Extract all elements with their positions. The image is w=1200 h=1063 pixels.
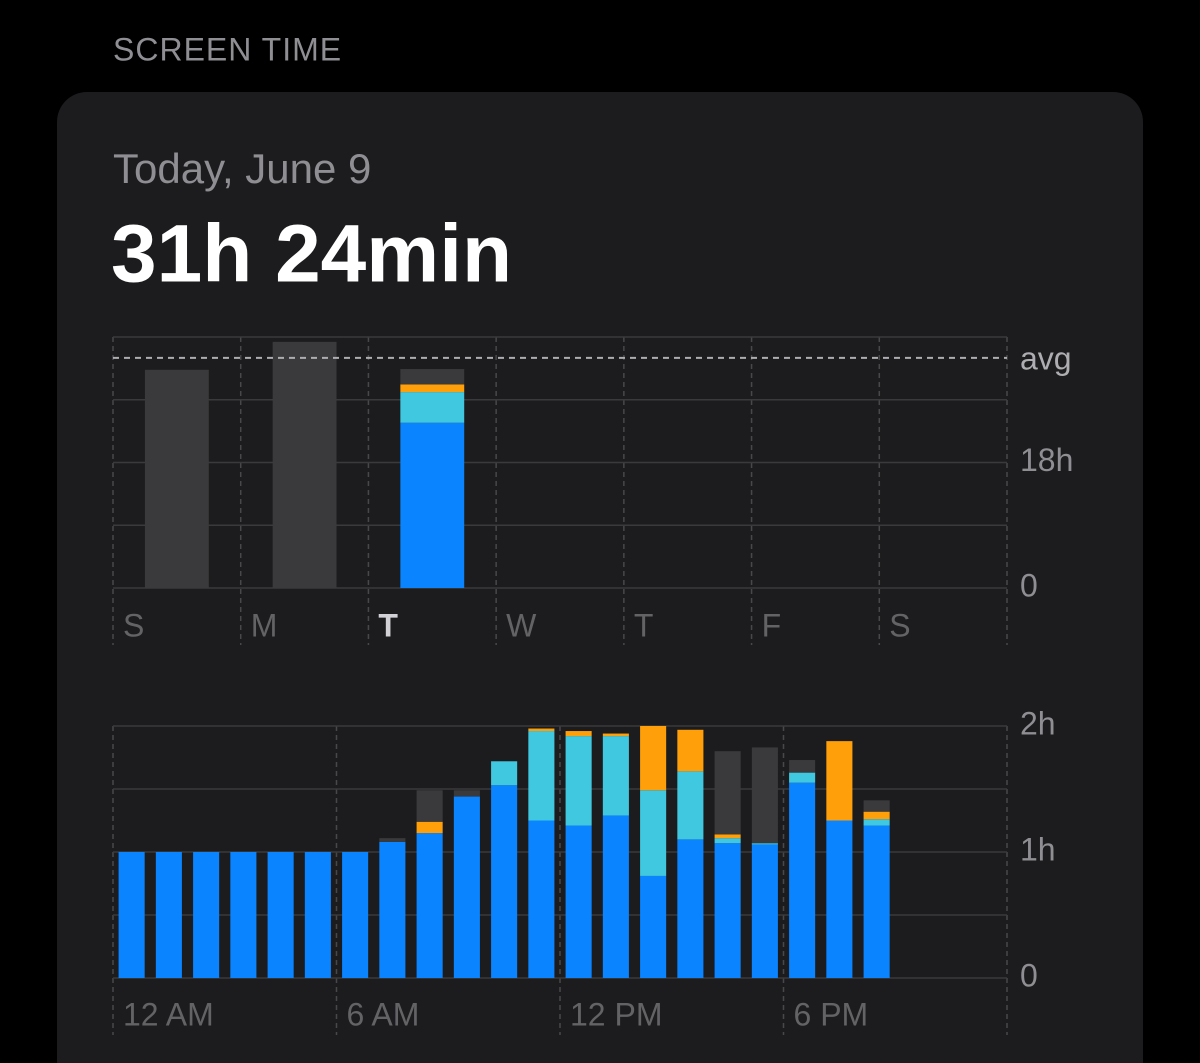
bar-segment	[342, 852, 369, 978]
bar-segment	[714, 838, 741, 844]
bar-segment	[565, 825, 592, 978]
bar-segment	[863, 811, 890, 820]
bar-segment	[863, 800, 890, 812]
x-tick-label: W	[506, 607, 537, 643]
x-tick-label: 12 PM	[570, 996, 662, 1032]
bar-segment	[416, 790, 443, 822]
bar-segment	[528, 728, 555, 732]
section-title: SCREEN TIME	[113, 31, 342, 67]
bar-segment	[640, 875, 667, 978]
bar-segment	[640, 790, 667, 876]
bar-segment	[118, 852, 145, 978]
bar-segment	[453, 796, 480, 978]
bar-segment	[714, 834, 741, 839]
bar-segment	[193, 852, 220, 978]
y-tick-label: 18h	[1020, 442, 1073, 478]
bar-segment	[491, 785, 518, 978]
x-tick-label: F	[762, 607, 782, 643]
bar-segment	[789, 760, 816, 773]
x-tick-label: 6 PM	[794, 996, 869, 1032]
bar-segment	[272, 341, 337, 588]
y-tick-label: 0	[1020, 957, 1038, 993]
bar-segment	[751, 747, 778, 844]
bar-segment	[602, 736, 629, 816]
bar-segment	[491, 761, 518, 786]
y-tick-label: 0	[1020, 567, 1038, 603]
x-tick-label: 6 AM	[347, 996, 420, 1032]
y-tick-label: 1h	[1020, 831, 1056, 867]
y-tick-label: 2h	[1020, 705, 1056, 741]
x-tick-label: S	[123, 607, 144, 643]
bar-segment	[714, 843, 741, 978]
bar-segment	[602, 815, 629, 978]
bar-segment	[565, 736, 592, 826]
bar-segment	[400, 369, 465, 385]
bar-segment	[267, 852, 294, 978]
bar-segment	[379, 841, 406, 978]
bar-segment	[751, 843, 778, 845]
bar-segment	[528, 731, 555, 821]
bar-segment	[714, 751, 741, 835]
bar-segment	[602, 733, 629, 737]
bar-segment	[528, 820, 555, 978]
bar-segment	[826, 820, 853, 978]
bar-segment	[400, 422, 465, 588]
bar-segment	[863, 825, 890, 978]
bar-segment	[400, 384, 465, 393]
bar-segment	[379, 838, 406, 842]
bar-segment	[751, 844, 778, 978]
bar-segment	[453, 790, 480, 797]
bar-segment	[230, 852, 257, 978]
x-tick-label: M	[251, 607, 278, 643]
x-tick-label: T	[378, 607, 398, 643]
bar-segment	[677, 839, 704, 978]
x-tick-label: 12 AM	[123, 996, 214, 1032]
bar-segment	[677, 729, 704, 772]
bar-segment	[400, 392, 465, 423]
bar-segment	[416, 821, 443, 834]
bar-segment	[155, 852, 182, 978]
total-time: 31h 24min	[111, 209, 512, 300]
avg-label: avg	[1020, 340, 1072, 376]
x-tick-label: T	[634, 607, 654, 643]
bar-segment	[789, 782, 816, 978]
bar-segment	[640, 726, 667, 791]
date: Today, June 9	[113, 145, 371, 192]
bar-segment	[677, 771, 704, 840]
x-tick-label: S	[889, 607, 910, 643]
bar-segment	[565, 731, 592, 737]
bar-segment	[304, 852, 331, 978]
bar-segment	[416, 833, 443, 978]
bar-segment	[826, 741, 853, 821]
bar-segment	[789, 772, 816, 783]
bar-segment	[863, 819, 890, 826]
bar-segment	[144, 369, 209, 588]
